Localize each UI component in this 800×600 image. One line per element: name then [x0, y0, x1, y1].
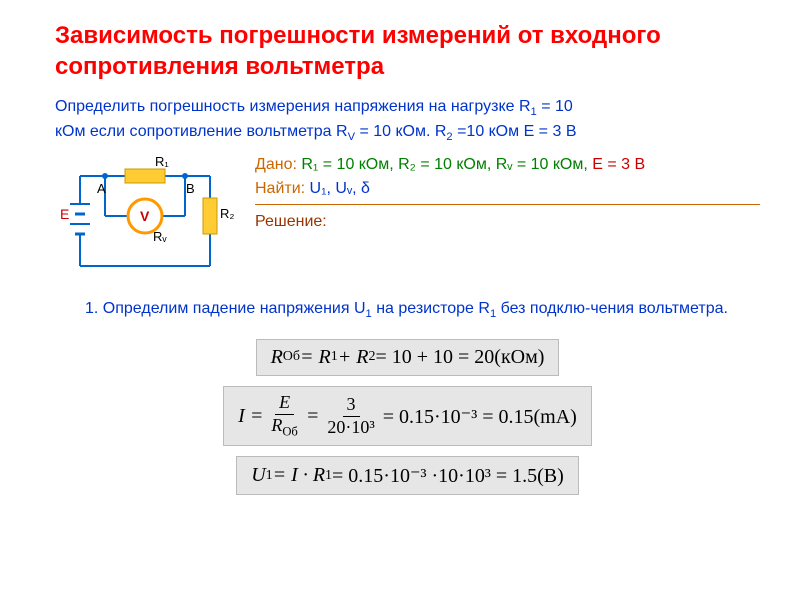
formula-u1: U1 = I · R1 = 0.15·10⁻³ ·10·10³ = 1.5(B) [236, 456, 579, 495]
given-r1: R₁ = 10 кОм, [301, 156, 398, 173]
label-a: A [97, 181, 106, 196]
given-e: E = 3 В [592, 156, 645, 173]
label-r2: R₂ [220, 206, 234, 221]
circuit-diagram: E A B V R₁ R₂ Rᵥ [55, 156, 235, 286]
problem-statement: Определить погрешность измерения напряже… [55, 96, 760, 146]
slide-title: Зависимость погрешности измерений от вхо… [55, 20, 760, 82]
given-r2: R₂ = 10 кОм, [398, 156, 496, 173]
label-b: B [186, 181, 195, 196]
formula-block: RОб = R1 + R2 = 10 + 10 = 20(кОм) I = E … [55, 339, 760, 495]
step-1: 1. Определим падение напряжения U1 на ре… [85, 298, 760, 323]
given-rv: Rᵥ = 10 кОм, [496, 156, 593, 173]
label-rv: Rᵥ [153, 229, 167, 244]
label-r1: R₁ [155, 156, 169, 169]
divider-line [255, 204, 760, 205]
find-values: U₁, Uᵥ, δ [310, 180, 370, 197]
solution-label: Решение: [255, 213, 327, 230]
formula-current: I = E RОб = 3 20·10³ = 0.15·10⁻³ = 0.15(… [223, 386, 592, 446]
label-e: E [60, 206, 69, 222]
formula-rob: RОб = R1 + R2 = 10 + 10 = 20(кОм) [256, 339, 560, 376]
find-label: Найти: [255, 180, 310, 197]
label-v: V [140, 208, 150, 224]
given-block: Дано: R₁ = 10 кОм, R₂ = 10 кОм, Rᵥ = 10 … [255, 156, 760, 286]
given-label: Дано: [255, 156, 301, 173]
